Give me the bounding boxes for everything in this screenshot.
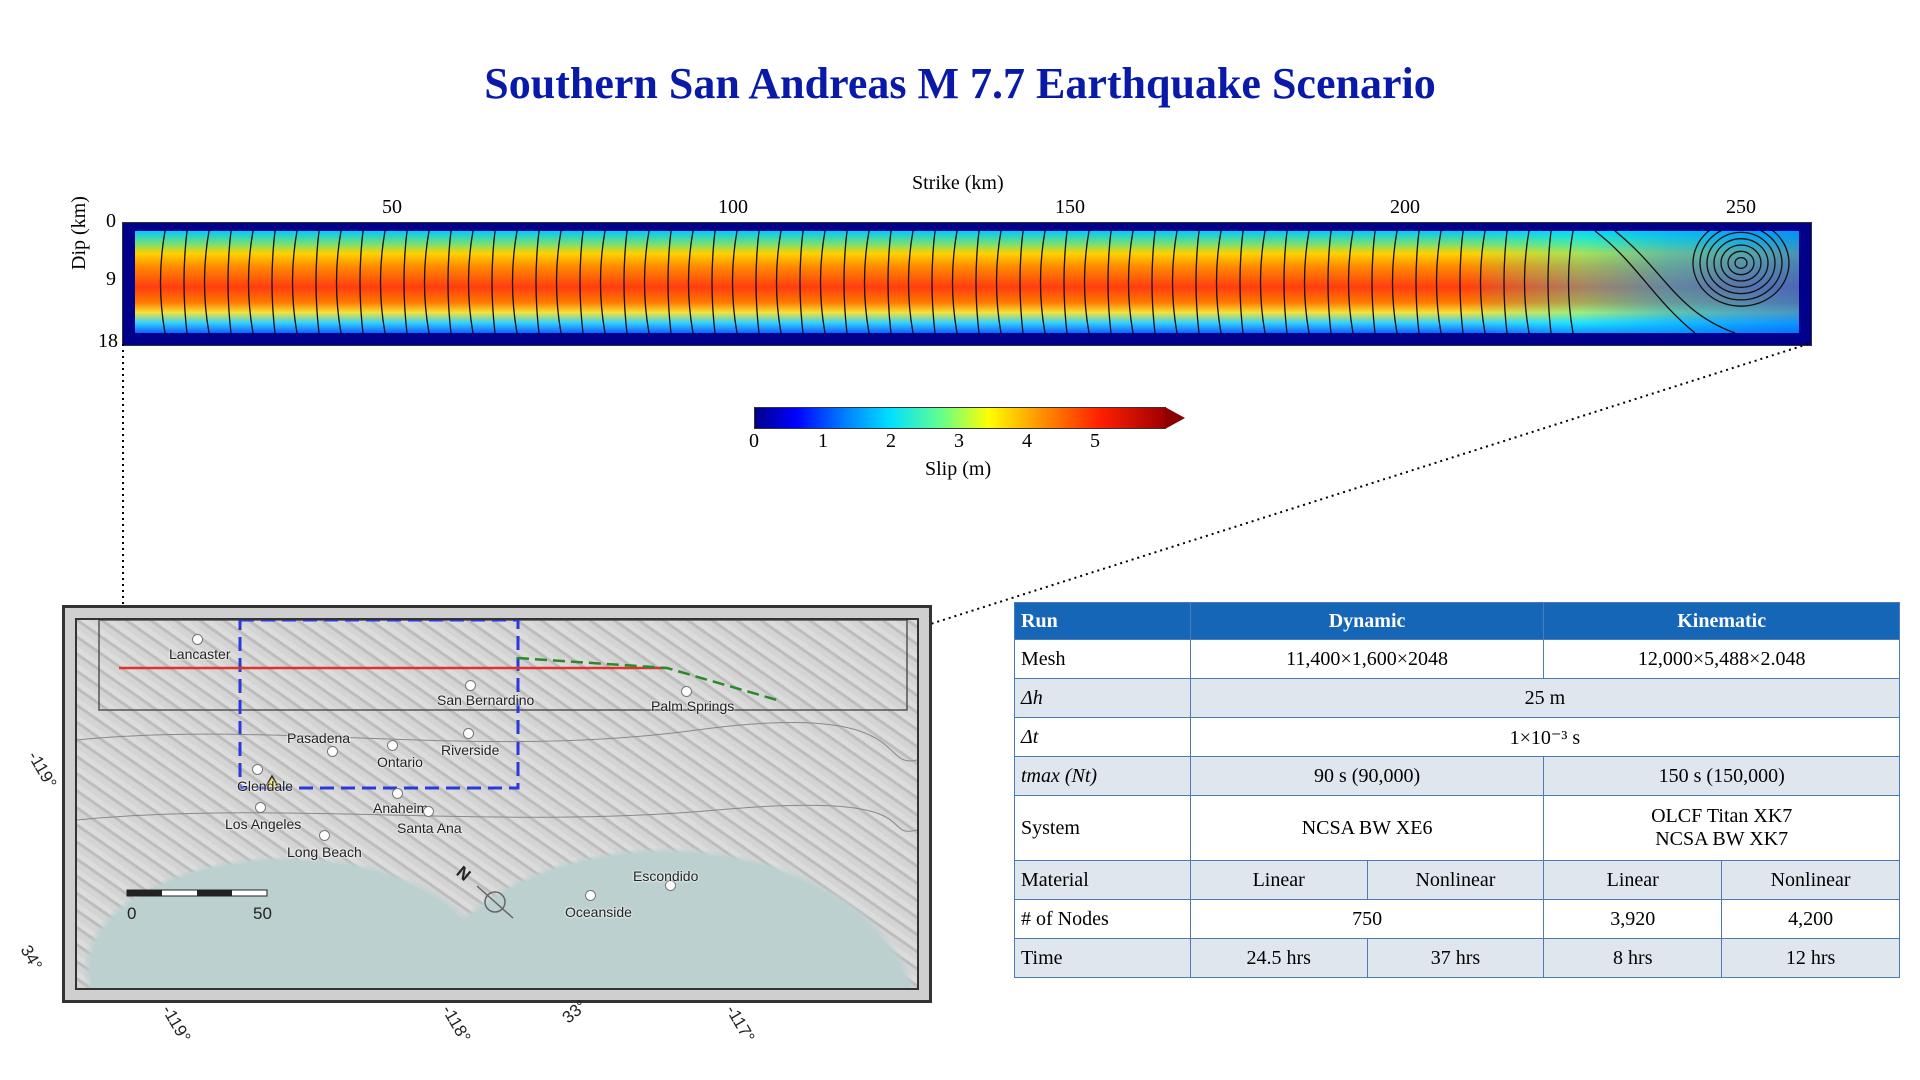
strike-tick-200: 200 — [1390, 196, 1420, 218]
cell-tmax-dynamic: 90 s (90,000) — [1189, 756, 1545, 796]
cell-time: 12 hrs — [1721, 938, 1900, 978]
city-dot — [319, 830, 330, 841]
row-label-system: System — [1014, 795, 1191, 861]
city-label: Palm Springs — [651, 698, 735, 714]
city-dot — [192, 634, 203, 645]
city-label: Pasadena — [287, 730, 351, 746]
cell-mesh-dynamic: 11,400×1,600×2048 — [1189, 639, 1545, 679]
cell-nodes-kinematic-nonlinear: 4,200 — [1721, 899, 1900, 939]
city-dot — [465, 680, 476, 691]
city-dot — [463, 728, 474, 739]
dip-tick-0: 0 — [106, 210, 116, 232]
cell-dh: 25 m — [1189, 678, 1901, 718]
row-label-nodes: # of Nodes — [1014, 899, 1191, 939]
cell-nodes-dynamic: 750 — [1189, 899, 1545, 939]
system-kinematic-line-1: OLCF Titan XK7 — [1651, 805, 1793, 827]
system-kinematic-line-2: NCSA BW XK7 — [1655, 828, 1789, 850]
header-dynamic: Dynamic — [1189, 602, 1545, 640]
cell-material: Linear — [1189, 860, 1368, 900]
row-label-time: Time — [1014, 938, 1191, 978]
city-label: Los Angeles — [225, 816, 302, 832]
row-label-dh: Δh — [1014, 678, 1191, 718]
dip-tick-18: 18 — [98, 330, 118, 352]
city-dot — [585, 890, 596, 901]
cell-time: 8 hrs — [1543, 938, 1723, 978]
cell-mesh-kinematic: 12,000×5,488×2.048 — [1543, 639, 1900, 679]
cell-material: Nonlinear — [1721, 860, 1900, 900]
city-label: San Bernardino — [437, 692, 535, 708]
city-dot — [387, 740, 398, 751]
city-dot — [327, 746, 338, 757]
header-run: Run — [1014, 602, 1191, 640]
city-label: Anaheim — [373, 800, 429, 816]
colorbar-tick-1: 1 — [818, 430, 828, 452]
simulation-spec-table: Run Dynamic Kinematic Mesh 11,400×1,600×… — [1014, 602, 1901, 978]
rupture-contours — [159, 231, 1790, 333]
strike-axis-label: Strike (km) — [912, 172, 1004, 194]
colorbar-tick-2: 2 — [886, 430, 896, 452]
city-dot — [665, 880, 676, 891]
city-dot — [392, 788, 403, 799]
row-label-tmax: tmax (Nt) — [1014, 756, 1191, 796]
scale-label-end: 50 — [253, 904, 272, 923]
city-label: Long Beach — [287, 844, 362, 860]
city-label: Ontario — [377, 754, 423, 770]
city-label: Lancaster — [169, 646, 231, 662]
cell-material: Nonlinear — [1366, 860, 1545, 900]
strike-tick-250: 250 — [1726, 196, 1756, 218]
city-label: Glendale — [237, 778, 294, 794]
cell-system-kinematic: OLCF Titan XK7 NCSA BW XK7 — [1543, 795, 1900, 861]
map-overlays — [77, 620, 917, 919]
colorbar-tick-5: 5 — [1090, 430, 1100, 452]
city-dot — [255, 802, 266, 813]
page-title: Southern San Andreas M 7.7 Earthquake Sc… — [484, 59, 1436, 108]
city-dot — [252, 764, 263, 775]
colorbar-arrow — [1165, 407, 1185, 429]
city-dot — [681, 686, 692, 697]
city-dot — [423, 806, 434, 817]
strike-tick-50: 50 — [382, 196, 402, 218]
cell-material: Linear — [1543, 860, 1723, 900]
strike-tick-150: 150 — [1055, 196, 1085, 218]
strike-tick-100: 100 — [718, 196, 748, 218]
row-label-dt: Δt — [1014, 717, 1191, 757]
cell-nodes-kinematic-linear: 3,920 — [1543, 899, 1723, 939]
scale-label-start: 0 — [127, 904, 137, 923]
dip-tick-9: 9 — [106, 268, 116, 290]
colorbar-tick-3: 3 — [954, 430, 964, 452]
slip-heatmap — [135, 231, 1799, 333]
map-relief: Lancaster San Bernardino Palm Springs Pa… — [75, 618, 919, 990]
city-label: Santa Ana — [397, 820, 462, 836]
colorbar-tick-0: 0 — [749, 430, 759, 452]
fault-slip-plot — [122, 222, 1812, 346]
cell-dt: 1×10⁻³ s — [1189, 717, 1901, 757]
city-label: Oceanside — [565, 904, 632, 920]
colorbar-label: Slip (m) — [925, 458, 992, 480]
southern-california-map: Lancaster San Bernardino Palm Springs Pa… — [62, 605, 932, 1003]
header-kinematic: Kinematic — [1543, 602, 1900, 640]
row-label-mesh: Mesh — [1014, 639, 1191, 679]
colorbar-tick-4: 4 — [1022, 430, 1032, 452]
row-label-material: Material — [1014, 860, 1191, 900]
city-label: Riverside — [441, 742, 500, 758]
cell-time: 37 hrs — [1366, 938, 1545, 978]
cell-time: 24.5 hrs — [1189, 938, 1368, 978]
city-label: Escondido — [633, 868, 699, 884]
cell-system-dynamic: NCSA BW XE6 — [1189, 795, 1545, 861]
cell-tmax-kinematic: 150 s (150,000) — [1543, 756, 1900, 796]
